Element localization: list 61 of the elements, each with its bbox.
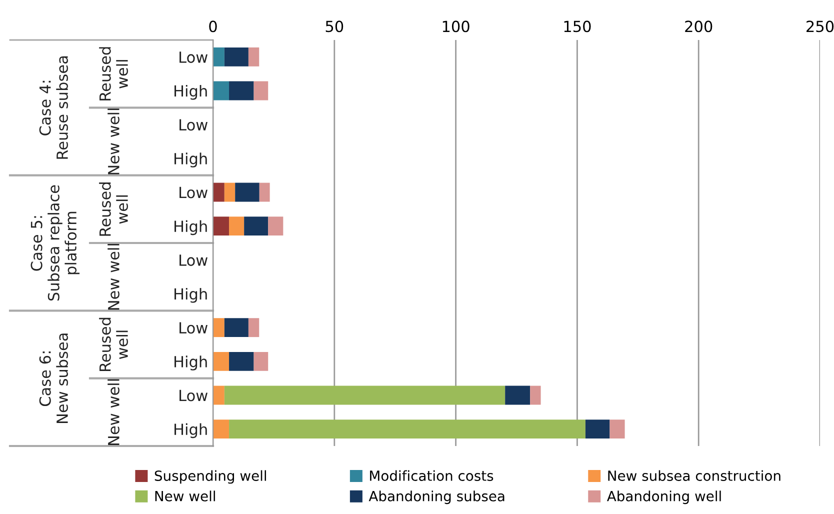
y-tick-label: High (174, 288, 207, 303)
bar (213, 216, 230, 236)
text: Reused well (99, 318, 128, 372)
bar (235, 182, 260, 202)
text: Reused well (99, 182, 128, 236)
bar (213, 352, 230, 371)
x-tick-label: 200 (685, 20, 712, 32)
x-tick-label: 100 (442, 20, 470, 32)
legend-label: Modification costs (370, 470, 494, 481)
x-tick-label: 150 (564, 20, 591, 32)
y-tick-label: Low (180, 322, 208, 334)
bar (229, 352, 254, 371)
y-tick-label: Low (180, 119, 208, 131)
bar (213, 318, 224, 338)
y-tick-label: Low (180, 186, 208, 198)
bar (259, 182, 270, 202)
bar (213, 420, 230, 439)
bar (248, 318, 260, 338)
bar (229, 216, 244, 236)
y-tick-label: Low (180, 390, 208, 402)
bar (224, 182, 236, 202)
bar (224, 386, 506, 405)
y-tick-label: High (174, 152, 207, 168)
bar (229, 81, 254, 100)
legend-label: New well (155, 490, 215, 502)
bar (213, 386, 224, 405)
y-tick-label: Low (180, 254, 208, 266)
bar (610, 420, 625, 439)
x-tick-label: 250 (806, 20, 834, 32)
x-tick-label: 0 (209, 20, 217, 32)
legend-label: Abandoning well (606, 490, 721, 504)
text: Reused well (99, 47, 128, 100)
bar (229, 420, 586, 439)
y-tick-label: High (174, 423, 207, 438)
bar (213, 81, 230, 100)
legend-label: Suspending well (154, 470, 266, 484)
text: Case 4: Reuse subsea (39, 56, 68, 159)
bar (224, 47, 248, 66)
bar (213, 47, 224, 66)
text: Case 5: Subsea replace platform (30, 185, 80, 301)
bar (530, 386, 541, 405)
text: Case 6: New subsea (39, 334, 68, 423)
y-tick-label: High (174, 84, 207, 100)
x-tick-label: 50 (326, 20, 344, 32)
bar (244, 216, 268, 236)
text: New well (108, 379, 120, 445)
bar (254, 81, 268, 100)
legend-label: Abandoning subsea (368, 490, 504, 504)
y-tick-label: High (174, 356, 207, 370)
legend-label: New subsea construction (608, 470, 780, 481)
text: New well (108, 108, 120, 174)
bar (224, 318, 248, 338)
y-tick-label: High (174, 220, 207, 236)
bar (213, 182, 224, 202)
text: New well (108, 244, 120, 310)
bar (268, 216, 284, 236)
bar (248, 47, 260, 66)
y-tick-label: Low (180, 52, 208, 63)
bar (505, 386, 530, 405)
bar (585, 420, 610, 439)
bar (254, 352, 268, 371)
